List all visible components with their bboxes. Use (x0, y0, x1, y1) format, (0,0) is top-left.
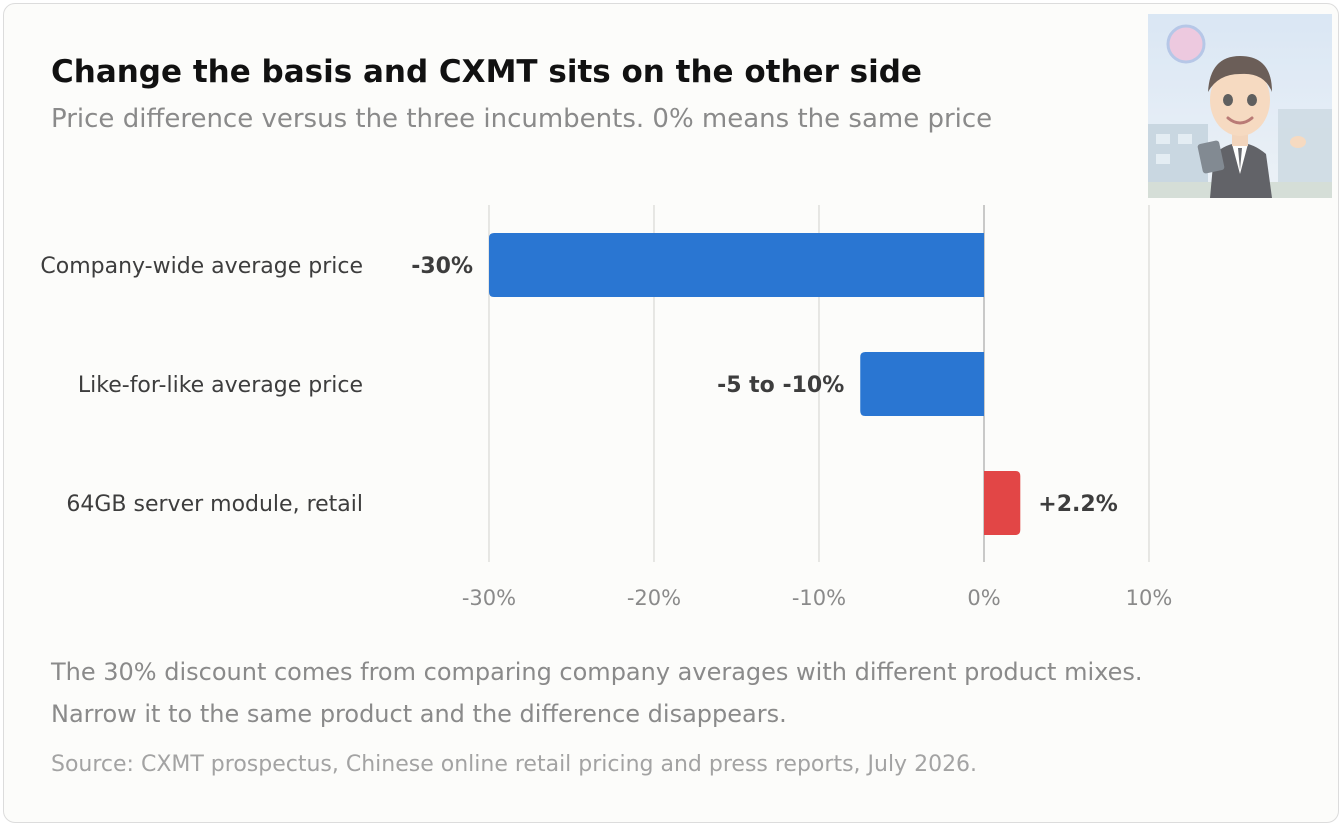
value-label: -30% (411, 254, 473, 279)
x-tick-label: 10% (1126, 586, 1173, 610)
bar (489, 233, 984, 297)
chart-title: Change the basis and CXMT sits on the ot… (51, 54, 922, 90)
x-tick-label: -20% (627, 586, 681, 610)
bar (860, 352, 984, 416)
chart-note: The 30% discount comes from comparing co… (51, 651, 1143, 735)
value-label: +2.2% (1038, 492, 1117, 517)
category-label: Like-for-like average price (78, 373, 363, 398)
category-label: Company-wide average price (40, 254, 363, 279)
x-tick-label: -30% (462, 586, 516, 610)
bar-chart: -30% -20% -10% 0% 10% Company-wide average pr… (40, 205, 1173, 610)
chart-note-line-2: Narrow it to the same product and the di… (51, 700, 787, 728)
value-label: -5 to -10% (717, 373, 844, 398)
chart-source: Source: CXMT prospectus, Chinese online … (51, 752, 978, 777)
chart-subtitle: Price difference versus the three incumb… (51, 104, 993, 134)
category-label: 64GB server module, retail (66, 492, 363, 517)
chart-card: Change the basis and CXMT sits on the ot… (3, 3, 1339, 823)
x-tick-label: 0% (967, 586, 1000, 610)
chart-note-line-1: The 30% discount comes from comparing co… (51, 658, 1143, 686)
presenter-avatar-icon (1148, 14, 1332, 198)
x-tick-label: -10% (792, 586, 846, 610)
bar (984, 471, 1021, 535)
